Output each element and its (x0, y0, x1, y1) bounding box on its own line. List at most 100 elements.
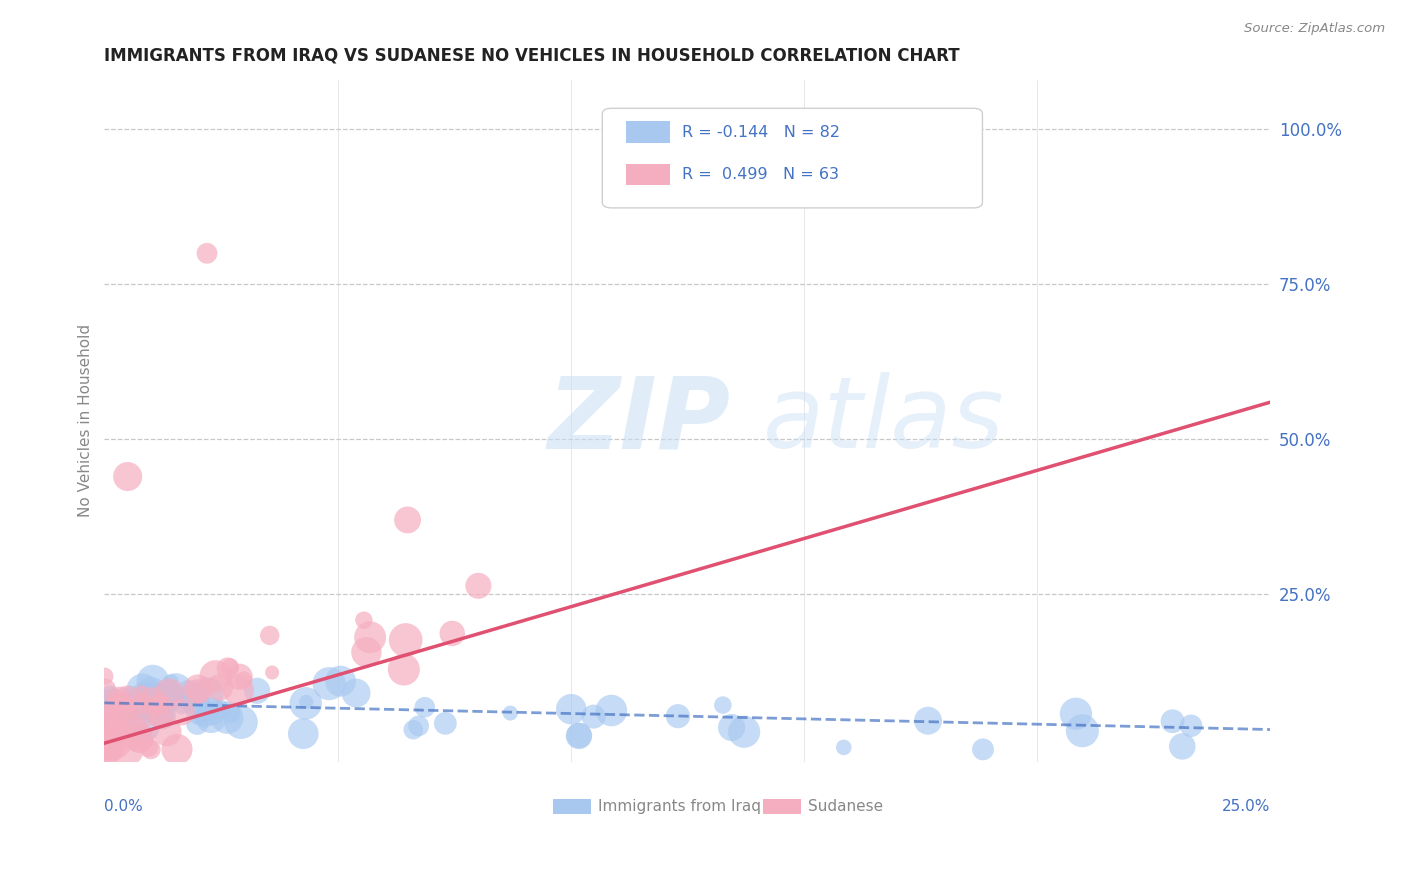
Point (187, 684, 209, 698)
Point (139, 684, 162, 698)
Text: IMMIGRANTS FROM IRAQ VS SUDANESE NO VEHICLES IN HOUSEHOLD CORRELATION CHART: IMMIGRANTS FROM IRAQ VS SUDANESE NO VEHI… (104, 46, 960, 64)
Point (115, 742, 138, 756)
Point (232, 673, 254, 687)
Point (166, 742, 188, 756)
Point (292, 727, 315, 741)
Point (142, 673, 165, 688)
Point (131, 682, 153, 697)
Point (711, 698, 734, 712)
Point (117, 469, 139, 483)
Point (155, 693, 177, 707)
Point (200, 710, 222, 724)
Point (134, 725, 156, 739)
Point (434, 716, 457, 731)
Point (600, 704, 623, 718)
Point (568, 729, 591, 743)
Point (152, 709, 174, 723)
Point (125, 696, 148, 710)
Point (105, 726, 128, 740)
Point (441, 626, 464, 640)
Point (96, 742, 118, 756)
Point (207, 703, 229, 717)
Point (152, 709, 174, 723)
Point (396, 513, 419, 527)
Point (131, 686, 153, 700)
Point (149, 696, 172, 710)
Point (94, 682, 117, 697)
Point (228, 683, 250, 698)
Point (103, 742, 125, 756)
Point (110, 706, 132, 720)
Point (733, 724, 755, 739)
Point (157, 686, 180, 700)
Point (115, 703, 138, 717)
Point (138, 688, 160, 702)
Point (197, 686, 219, 700)
Text: R =  0.499   N = 63: R = 0.499 N = 63 (682, 167, 838, 182)
Point (120, 723, 142, 738)
Point (101, 689, 124, 703)
Point (138, 740, 160, 755)
Point (1064, 706, 1087, 721)
Point (100, 711, 122, 725)
Point (104, 695, 127, 709)
Point (120, 690, 142, 705)
Point (96, 742, 118, 756)
Point (94, 714, 117, 729)
Point (128, 731, 150, 746)
Point (395, 633, 418, 648)
Point (139, 742, 162, 756)
Point (499, 706, 522, 720)
Point (138, 701, 160, 715)
Point (294, 697, 316, 711)
Point (221, 706, 243, 721)
Point (413, 700, 436, 714)
Point (94, 742, 117, 756)
Point (188, 704, 211, 718)
Point (110, 719, 132, 733)
Point (467, 579, 489, 593)
Text: Sudanese: Sudanese (807, 798, 883, 814)
Point (94, 719, 117, 733)
Point (108, 691, 131, 706)
Point (145, 707, 167, 722)
Point (132, 689, 155, 703)
Point (1071, 723, 1094, 738)
Point (111, 698, 134, 713)
Point (209, 702, 232, 716)
Point (329, 674, 352, 689)
Point (155, 690, 177, 704)
Point (359, 630, 381, 644)
Point (145, 698, 167, 712)
Point (208, 681, 231, 695)
Point (402, 723, 425, 737)
Point (96, 722, 118, 736)
Point (156, 690, 179, 704)
Point (107, 723, 129, 738)
Point (149, 699, 172, 714)
Point (262, 665, 284, 680)
Text: R = -0.144   N = 82: R = -0.144 N = 82 (682, 125, 839, 140)
Point (186, 717, 208, 731)
Point (568, 728, 591, 742)
Point (560, 702, 582, 716)
Point (187, 682, 209, 697)
Point (201, 705, 224, 719)
Point (259, 628, 281, 642)
Point (170, 699, 193, 714)
Point (217, 661, 239, 675)
Point (111, 707, 134, 722)
Point (217, 711, 239, 725)
Point (110, 702, 132, 716)
Point (143, 694, 166, 708)
Text: 25.0%: 25.0% (1222, 799, 1271, 814)
Point (160, 674, 183, 689)
Point (104, 699, 127, 714)
Point (139, 705, 162, 719)
Point (1180, 719, 1202, 733)
Text: atlas: atlas (763, 372, 1005, 469)
Point (353, 613, 375, 627)
Point (408, 719, 430, 733)
Point (104, 718, 127, 732)
Point (114, 710, 136, 724)
